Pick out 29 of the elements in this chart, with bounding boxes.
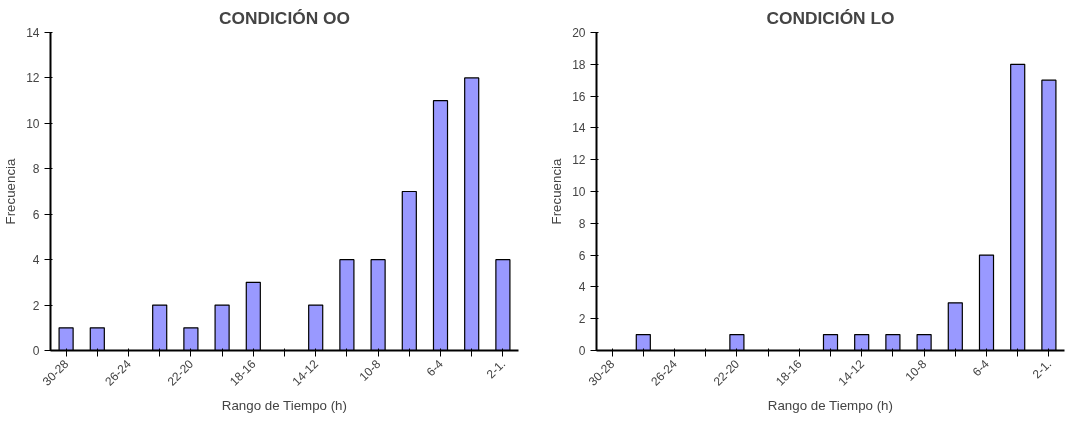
y-tick-label: 4 [578, 280, 586, 295]
y-tick-label: 6 [32, 207, 40, 222]
y-tick-label: 8 [578, 216, 586, 231]
x-axis-title: Rango de Tiempo (h) [767, 397, 893, 413]
y-tick-label: 18 [572, 57, 586, 72]
y-tick-label: 8 [32, 162, 40, 177]
y-tick-label: 12 [26, 71, 40, 86]
y-tick-label: 14 [26, 26, 40, 40]
y-tick-label: 16 [572, 89, 586, 104]
x-tick-label: 6-4 [969, 356, 993, 380]
y-tick-label: 10 [572, 185, 586, 199]
chart-title: CONDICIÓN LO [766, 7, 895, 28]
y-tick-label: 20 [572, 26, 586, 40]
y-tick-label: 12 [572, 153, 586, 168]
x-tick-label: 2-1. [483, 356, 509, 382]
y-tick-label: 0 [32, 344, 40, 358]
y-tick-label: 6 [578, 248, 586, 263]
x-tick-label: 6-4 [423, 356, 447, 380]
y-axis-title: Frecuencia [3, 157, 19, 225]
y-tick-label: 10 [26, 116, 40, 131]
x-axis-title: Rango de Tiempo (h) [221, 397, 347, 413]
y-tick-label: 2 [32, 298, 40, 313]
y-tick-label: 2 [578, 312, 586, 327]
y-axis-title: Frecuencia [549, 157, 565, 225]
y-tick-label: 0 [578, 344, 586, 358]
y-tick-label: 14 [572, 121, 586, 136]
chart-title: CONDICIÓN OO [219, 7, 350, 28]
y-tick-label: 4 [32, 253, 40, 268]
x-tick-label: 2-1. [1029, 356, 1055, 382]
